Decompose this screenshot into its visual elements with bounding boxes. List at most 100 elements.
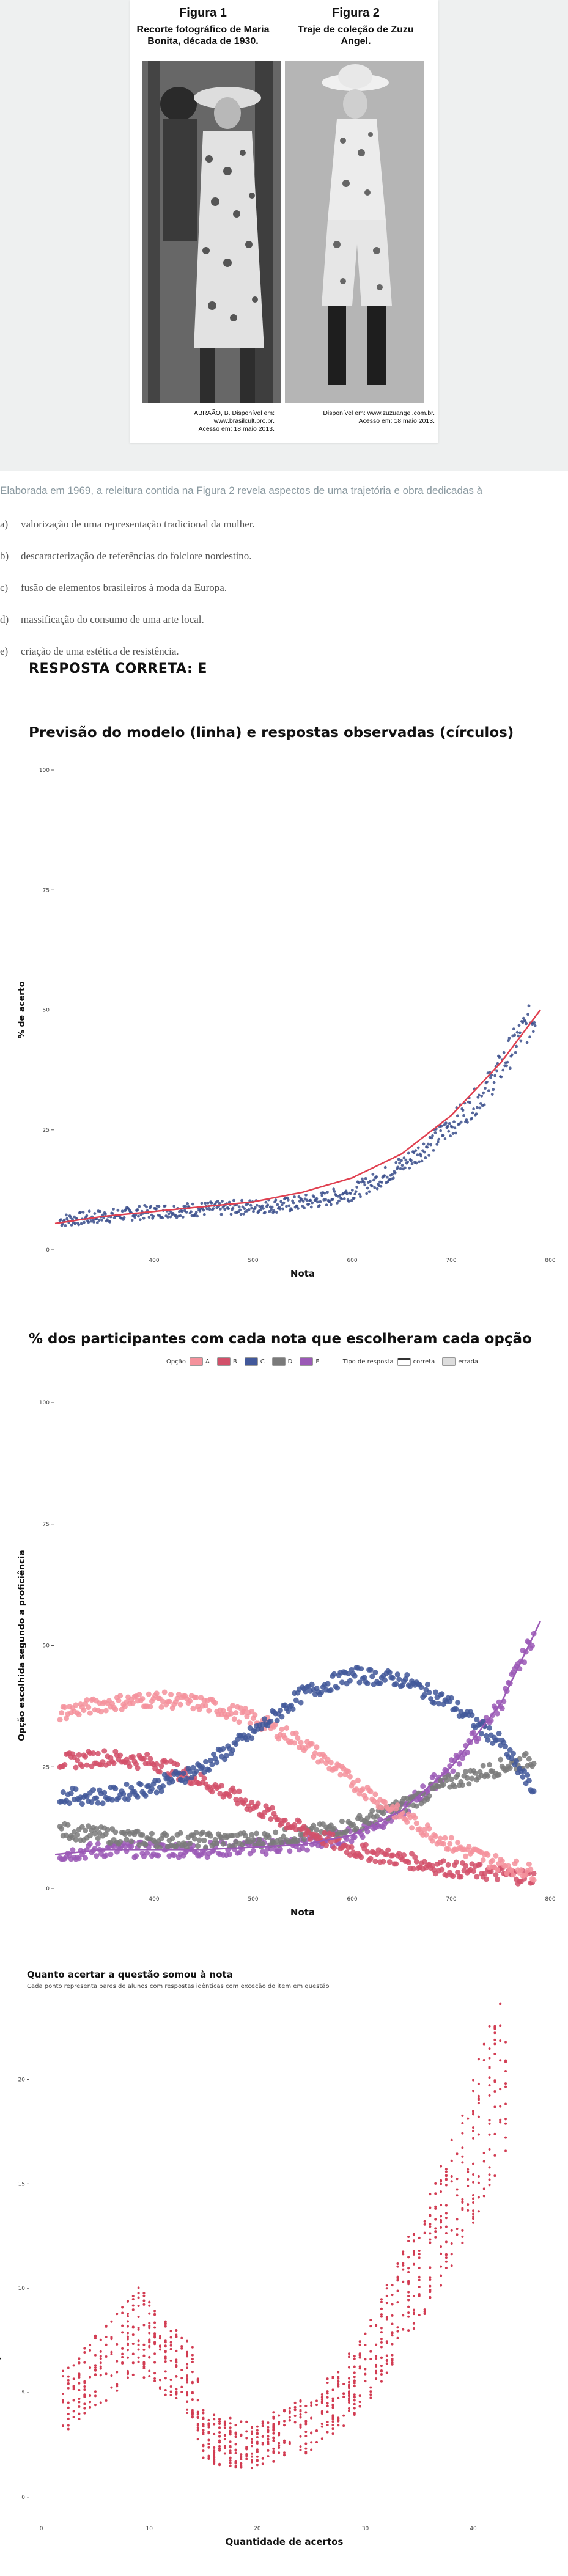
chart3-point (456, 2178, 459, 2181)
option-b[interactable]: b) descaracterização de referências do fo… (0, 550, 252, 562)
option-e[interactable]: e) criação de uma estética de resistência… (0, 645, 179, 657)
chart3-point (347, 2355, 350, 2358)
chart3-point (434, 2230, 437, 2233)
chart3-point (267, 2455, 270, 2458)
chart3-point (472, 2201, 475, 2204)
chart3-point (234, 2449, 237, 2452)
chart1-observed-point (459, 1120, 463, 1124)
chart1-xtick-label: 500 (248, 1258, 258, 1264)
chart1-observed-point (501, 1068, 505, 1072)
chart2-point-c (112, 1786, 119, 1792)
chart3-point (353, 2357, 356, 2360)
chart2-point-a (509, 1868, 515, 1874)
chart2-point-b (367, 1855, 374, 1862)
chart3-point (105, 2335, 108, 2338)
chart3-point (218, 2420, 221, 2423)
chart1-observed-point (477, 1093, 481, 1097)
chart3-point (272, 2447, 275, 2450)
chart3-point (240, 2462, 243, 2465)
chart2-ylabel: Opção escolhida segundo a proficiência (17, 1550, 27, 1741)
chart3-point (148, 2374, 151, 2377)
chart2-point-b (380, 1859, 386, 1865)
chart3-point (380, 2327, 383, 2330)
chart3-point (434, 2192, 437, 2195)
chart1-observed-point (533, 1021, 536, 1024)
chart3-point (358, 2394, 361, 2398)
chart2-point-c (474, 1717, 480, 1723)
chart3-point (396, 2301, 399, 2304)
chart3-point (202, 2425, 205, 2428)
chart3-point (234, 2460, 237, 2463)
chart1-observed-point (97, 1219, 101, 1222)
chart2-point-c (293, 1697, 299, 1703)
legend-key-d (271, 1357, 286, 1366)
chart1-observed-point (451, 1125, 454, 1129)
option-c[interactable]: c) fusão de elementos brasileiros à moda … (0, 582, 227, 593)
chart2-point-c (418, 1684, 424, 1690)
chart3-point (456, 2152, 459, 2156)
chart2-point-a (212, 1700, 218, 1706)
chart3-point (396, 2330, 399, 2333)
chart1-observed-point (142, 1216, 146, 1220)
chart1-observed-point (525, 1041, 529, 1044)
option-a[interactable]: a) valorização de uma representação tradi… (0, 518, 255, 530)
chart3-point (153, 2313, 157, 2316)
chart1-observed-point (212, 1207, 215, 1210)
chart3-point (137, 2327, 140, 2330)
figure-1-number: Figura 1 (179, 6, 227, 20)
chart2-point-a (236, 1719, 242, 1725)
chart3-point (131, 2333, 135, 2336)
chart1-observed-point (433, 1131, 437, 1134)
chart3-point (358, 2353, 361, 2356)
chart3-point (61, 2401, 64, 2404)
chart1-observed-point (219, 1207, 222, 1211)
chart3-point (353, 2412, 356, 2415)
chart2-point-c (169, 1778, 175, 1785)
chart1-observed-point (108, 1220, 112, 1224)
chart3-point (412, 2233, 415, 2236)
chart2-point-c (160, 1783, 166, 1789)
chart3-point (320, 2396, 323, 2399)
chart3-point (283, 2424, 286, 2427)
chart3-point (407, 2329, 410, 2332)
chart3-point (142, 2343, 146, 2346)
chart1-observed-point (293, 1195, 296, 1198)
chart2-point-a (136, 1692, 142, 1698)
option-d[interactable]: d) massificação do consumo de uma arte lo… (0, 614, 204, 625)
chart2-point-b (83, 1753, 89, 1760)
chart2-point-d (201, 1837, 207, 1843)
chart3-point (499, 2121, 502, 2124)
chart2-point-c (220, 1745, 226, 1752)
chart3-point (131, 2304, 135, 2307)
chart1-observed-point (487, 1089, 490, 1093)
chart2-point-d (455, 1772, 461, 1778)
chart3-point (353, 2385, 356, 2388)
chart2-point-d (526, 1756, 532, 1762)
chart3-point (347, 2397, 350, 2400)
chart2-ytick-label: 0 (46, 1886, 50, 1892)
chart1-observed-point (502, 1051, 506, 1054)
chart3-point (488, 2084, 491, 2087)
chart2-point-a (442, 1835, 448, 1841)
chart2-point-a (394, 1802, 400, 1808)
chart2-point-a (423, 1832, 429, 1838)
chart1-observed-point (391, 1176, 395, 1180)
chart3-point (450, 2229, 453, 2232)
chart1-observed-point (219, 1213, 223, 1216)
chart2-point-d (105, 1827, 111, 1833)
chart1-observed-point (331, 1198, 334, 1201)
chart3-point (191, 2354, 194, 2357)
chart3-point (283, 2420, 286, 2423)
chart2-point-d (65, 1822, 71, 1828)
figure-1: Figura 1 Recorte fotográfico de Maria Bo… (130, 0, 281, 403)
chart2-point-a (447, 1841, 453, 1847)
chart3-point (353, 2399, 356, 2402)
chart3-point (467, 2184, 470, 2187)
chart2-point-d (466, 1781, 472, 1787)
chart3-point (450, 2242, 453, 2245)
chart3-point (418, 2253, 421, 2256)
chart3-point (440, 2219, 443, 2222)
chart1-observed-point (353, 1192, 357, 1196)
chart2-point-e (471, 1730, 477, 1736)
chart1-observed-point (301, 1200, 305, 1203)
